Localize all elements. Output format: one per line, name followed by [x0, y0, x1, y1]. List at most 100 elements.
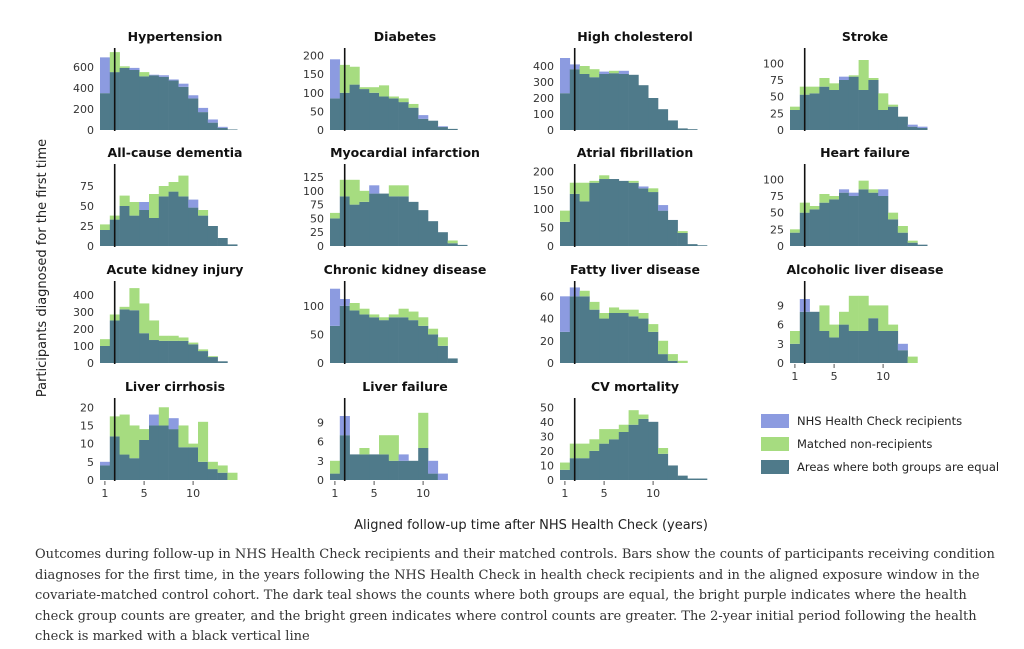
bar-both-equal [198, 351, 209, 363]
bar-both-equal [888, 219, 899, 246]
bar-both-equal [398, 460, 409, 480]
y-tick-label: 200 [533, 166, 554, 179]
bar-controls-excess [388, 96, 399, 99]
bar-both-equal [369, 317, 380, 363]
bar-both-equal [628, 74, 639, 130]
bar-both-equal [809, 93, 820, 130]
bar-both-equal [687, 244, 698, 246]
x-tick-label: 10 [876, 370, 890, 383]
bar-controls-excess [100, 224, 111, 230]
bar-recipients-excess [638, 186, 649, 189]
bar-both-equal [907, 242, 918, 246]
bar-both-equal [428, 221, 439, 246]
y-tick-label: 150 [303, 68, 324, 81]
bar-controls-excess [809, 206, 820, 210]
bar-controls-excess [599, 175, 610, 180]
bar-both-equal [599, 318, 610, 363]
bar-both-equal [418, 325, 429, 363]
bar-both-equal [628, 316, 639, 363]
bar-controls-excess [819, 305, 830, 331]
bar-both-equal [829, 90, 840, 130]
bar-recipients-excess [168, 79, 179, 81]
y-tick-label: 400 [73, 289, 94, 302]
bar-controls-excess [888, 104, 899, 107]
bar-both-equal [599, 443, 610, 480]
panel-title: High cholesterol [577, 29, 693, 44]
y-tick-label: 200 [73, 323, 94, 336]
bar-both-equal [829, 199, 840, 246]
bar-controls-excess [858, 60, 869, 90]
bar-controls-excess [388, 314, 399, 318]
y-tick-label: 0 [317, 124, 324, 137]
y-tick-label: 0 [87, 474, 94, 487]
panel-title: Diabetes [374, 29, 436, 44]
bar-controls-excess [618, 424, 629, 432]
bar-both-equal [599, 179, 610, 246]
y-tick-label: 50 [770, 207, 784, 220]
bar-controls-excess [628, 309, 639, 317]
bar-both-equal [667, 120, 678, 130]
bar-controls-excess [829, 324, 840, 338]
y-tick-label: 125 [303, 171, 324, 184]
bar-both-equal [589, 309, 600, 363]
legend-label: Areas where both groups are equal [797, 460, 999, 474]
bar-controls-excess [839, 311, 850, 325]
bar-controls-excess [158, 335, 169, 341]
bar-both-equal [100, 230, 111, 246]
y-tick-label: 25 [80, 220, 94, 233]
bar-recipients-excess [560, 58, 571, 94]
bar-controls-excess [858, 295, 869, 331]
bar-recipients-excess [100, 57, 111, 94]
bar-both-equal [388, 196, 399, 246]
bar-both-equal [579, 458, 590, 480]
bar-both-equal [359, 201, 370, 246]
bar-controls-excess [868, 78, 879, 80]
bar-both-equal [119, 206, 130, 246]
bar-both-equal [907, 126, 918, 130]
bar-both-equal [618, 180, 629, 246]
y-tick-label: 60 [540, 290, 554, 303]
bar-both-equal [129, 310, 140, 363]
y-tick-label: 0 [777, 357, 784, 370]
bar-both-equal [198, 215, 209, 246]
y-tick-label: 30 [540, 430, 554, 443]
bar-both-equal [848, 331, 859, 363]
y-tick-label: 50 [540, 221, 554, 234]
bar-both-equal [687, 478, 698, 480]
bar-controls-excess [888, 212, 899, 220]
bar-controls-excess [398, 98, 409, 103]
y-tick-label: 9 [317, 416, 324, 429]
chart-panels: Hypertension0200400600Diabetes0501001502… [73, 29, 944, 500]
bar-both-equal [178, 196, 189, 246]
bar-both-equal [677, 475, 688, 480]
bar-recipients-excess [217, 126, 228, 128]
bar-controls-excess [359, 190, 370, 202]
bar-controls-excess [178, 337, 189, 341]
y-tick-label: 25 [770, 107, 784, 120]
bar-controls-excess [388, 185, 399, 197]
bar-both-equal [658, 453, 669, 480]
bar-controls-excess [667, 354, 678, 361]
bar-controls-excess [579, 290, 590, 297]
bar-controls-excess [149, 194, 160, 218]
legend-label: NHS Health Check recipients [797, 414, 962, 428]
x-tick-label: 1 [791, 370, 798, 383]
y-tick-label: 0 [87, 124, 94, 137]
bar-both-equal [687, 129, 698, 130]
bar-both-equal [198, 461, 209, 480]
bar-both-equal [369, 92, 380, 130]
y-tick-label: 100 [533, 203, 554, 216]
bar-controls-excess [129, 202, 140, 216]
bar-controls-excess [188, 342, 199, 345]
x-tick-label: 5 [601, 487, 608, 500]
y-tick-label: 75 [80, 180, 94, 193]
bar-both-equal [149, 218, 160, 246]
bar-controls-excess [628, 410, 639, 425]
bar-recipients-excess [168, 418, 179, 430]
y-tick-label: 10 [80, 438, 94, 451]
y-tick-label: 0 [547, 357, 554, 370]
bar-controls-excess [388, 435, 399, 461]
y-tick-label: 20 [540, 335, 554, 348]
panel-alcoholic-liver-disease: Alcoholic liver disease 0 3 6 9 1 5 10 [777, 262, 944, 383]
bar-recipients-excess [917, 126, 928, 128]
